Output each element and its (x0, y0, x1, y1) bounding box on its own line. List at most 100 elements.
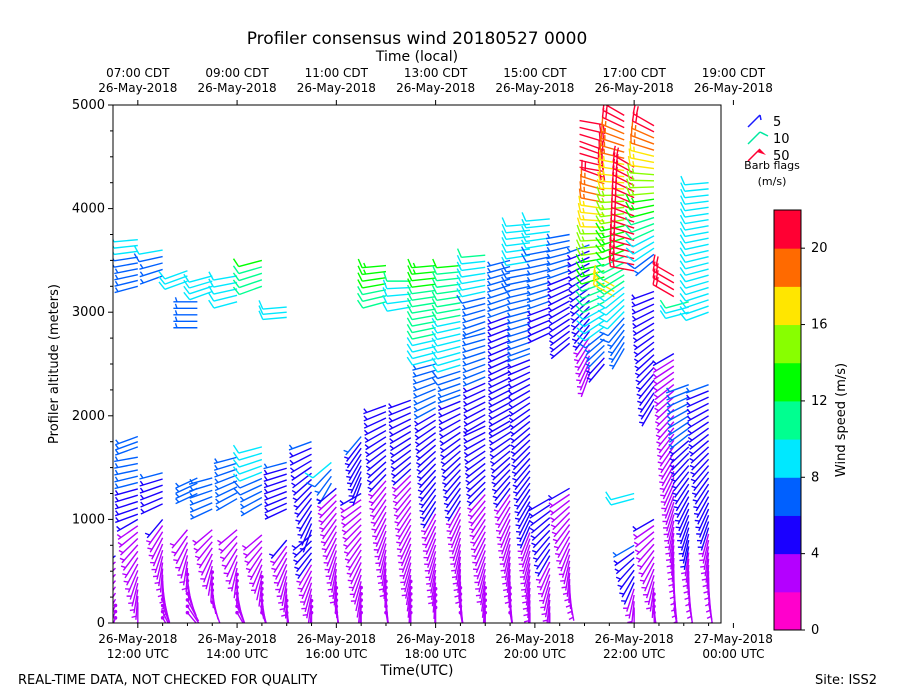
barb-staff (580, 238, 605, 242)
barb-half (189, 485, 194, 491)
barb-full (605, 105, 608, 106)
wind-barb (528, 498, 551, 512)
barb-staff (506, 569, 511, 594)
barb-staff (411, 308, 436, 314)
barb-staff (637, 543, 655, 563)
barb-half (507, 383, 513, 388)
barb-staff (700, 527, 710, 551)
barb-staff (349, 555, 362, 578)
barb-staff (161, 605, 171, 623)
wind-barb (584, 344, 605, 363)
x-bottom-tick-date: 26-May-2018 (495, 632, 574, 646)
wind-barb (529, 517, 551, 534)
barb-staff (505, 562, 511, 587)
wind-barb (173, 303, 198, 310)
wind-barb (412, 382, 436, 392)
barb-staff (606, 305, 625, 323)
barb-half (548, 320, 553, 325)
barb-staff (641, 405, 655, 427)
wind-barb (526, 294, 550, 304)
barb-staff (584, 326, 605, 342)
barb-staff (264, 490, 287, 501)
barb-half (631, 301, 636, 306)
barb-staff (651, 593, 655, 618)
wind-barb (406, 297, 436, 308)
barb-staff (490, 444, 511, 460)
barb-half (568, 616, 574, 621)
barb-half (114, 483, 119, 489)
wind-barb (632, 322, 655, 337)
colorbar-tick-label: 4 (811, 547, 819, 562)
barb-staff (526, 275, 550, 283)
barb-staff (477, 562, 486, 587)
barb-half (507, 325, 511, 330)
wind-barb (517, 532, 531, 556)
wind-barb (526, 300, 551, 310)
barb-full (431, 377, 439, 386)
barb-half (705, 609, 711, 613)
barb-staff (644, 568, 655, 592)
wind-barb (392, 487, 412, 507)
wind-barb (554, 536, 571, 559)
wind-barb (575, 261, 605, 271)
wind-barb (299, 529, 313, 553)
barb-staff (114, 268, 138, 275)
barb-staff (238, 446, 263, 454)
wind-barb (653, 390, 675, 407)
barb-half (487, 382, 493, 388)
wind-barb (368, 486, 387, 507)
barb-staff (462, 344, 486, 354)
wind-barb (462, 351, 486, 360)
wind-barb (264, 490, 287, 501)
wind-barb (595, 215, 625, 225)
barb-staff (228, 561, 238, 585)
barb-staff (436, 289, 461, 295)
barb-half (314, 490, 320, 494)
barb-staff (579, 140, 603, 151)
wind-barb (633, 607, 635, 623)
wind-barb (492, 481, 511, 502)
barb-half (462, 304, 467, 310)
wind-barb (635, 543, 655, 563)
wind-barb (566, 244, 590, 254)
barb-staff (327, 550, 338, 574)
barb-half (527, 317, 532, 322)
wind-barb (388, 405, 412, 417)
wind-barb (276, 576, 288, 600)
barb-staff (480, 587, 486, 612)
barb-half (396, 548, 402, 551)
wind-barb (634, 354, 655, 372)
wind-barb (364, 436, 387, 451)
barb-staff (427, 544, 437, 568)
barb-staff (691, 458, 710, 478)
barb-full (406, 310, 413, 320)
barb-half (453, 588, 459, 592)
barb-half (625, 614, 630, 617)
wind-barb (428, 582, 437, 607)
barb-half (321, 548, 327, 551)
barb-staff (437, 383, 461, 393)
barb-half (561, 586, 567, 589)
wind-barb (633, 341, 655, 358)
barb-half (549, 353, 555, 357)
barb-staff (602, 116, 625, 129)
wind-barb (546, 251, 570, 260)
barb-staff (601, 137, 625, 147)
barb-staff (525, 224, 550, 229)
wind-barb (452, 562, 462, 587)
colorbar-band (774, 286, 801, 326)
barb-half (601, 225, 605, 231)
barb-half (462, 330, 467, 336)
wind-barb (487, 327, 511, 338)
barb-half (526, 276, 531, 282)
barb-half (487, 299, 492, 305)
wind-barb (687, 415, 709, 429)
wind-barb (679, 311, 709, 322)
barb-full (232, 444, 240, 454)
wind-barb (679, 201, 709, 212)
wind-barb (576, 326, 605, 342)
wind-barb (487, 296, 511, 306)
wind-barb (114, 500, 139, 510)
barb-half (615, 576, 621, 580)
barb-half (114, 490, 119, 495)
